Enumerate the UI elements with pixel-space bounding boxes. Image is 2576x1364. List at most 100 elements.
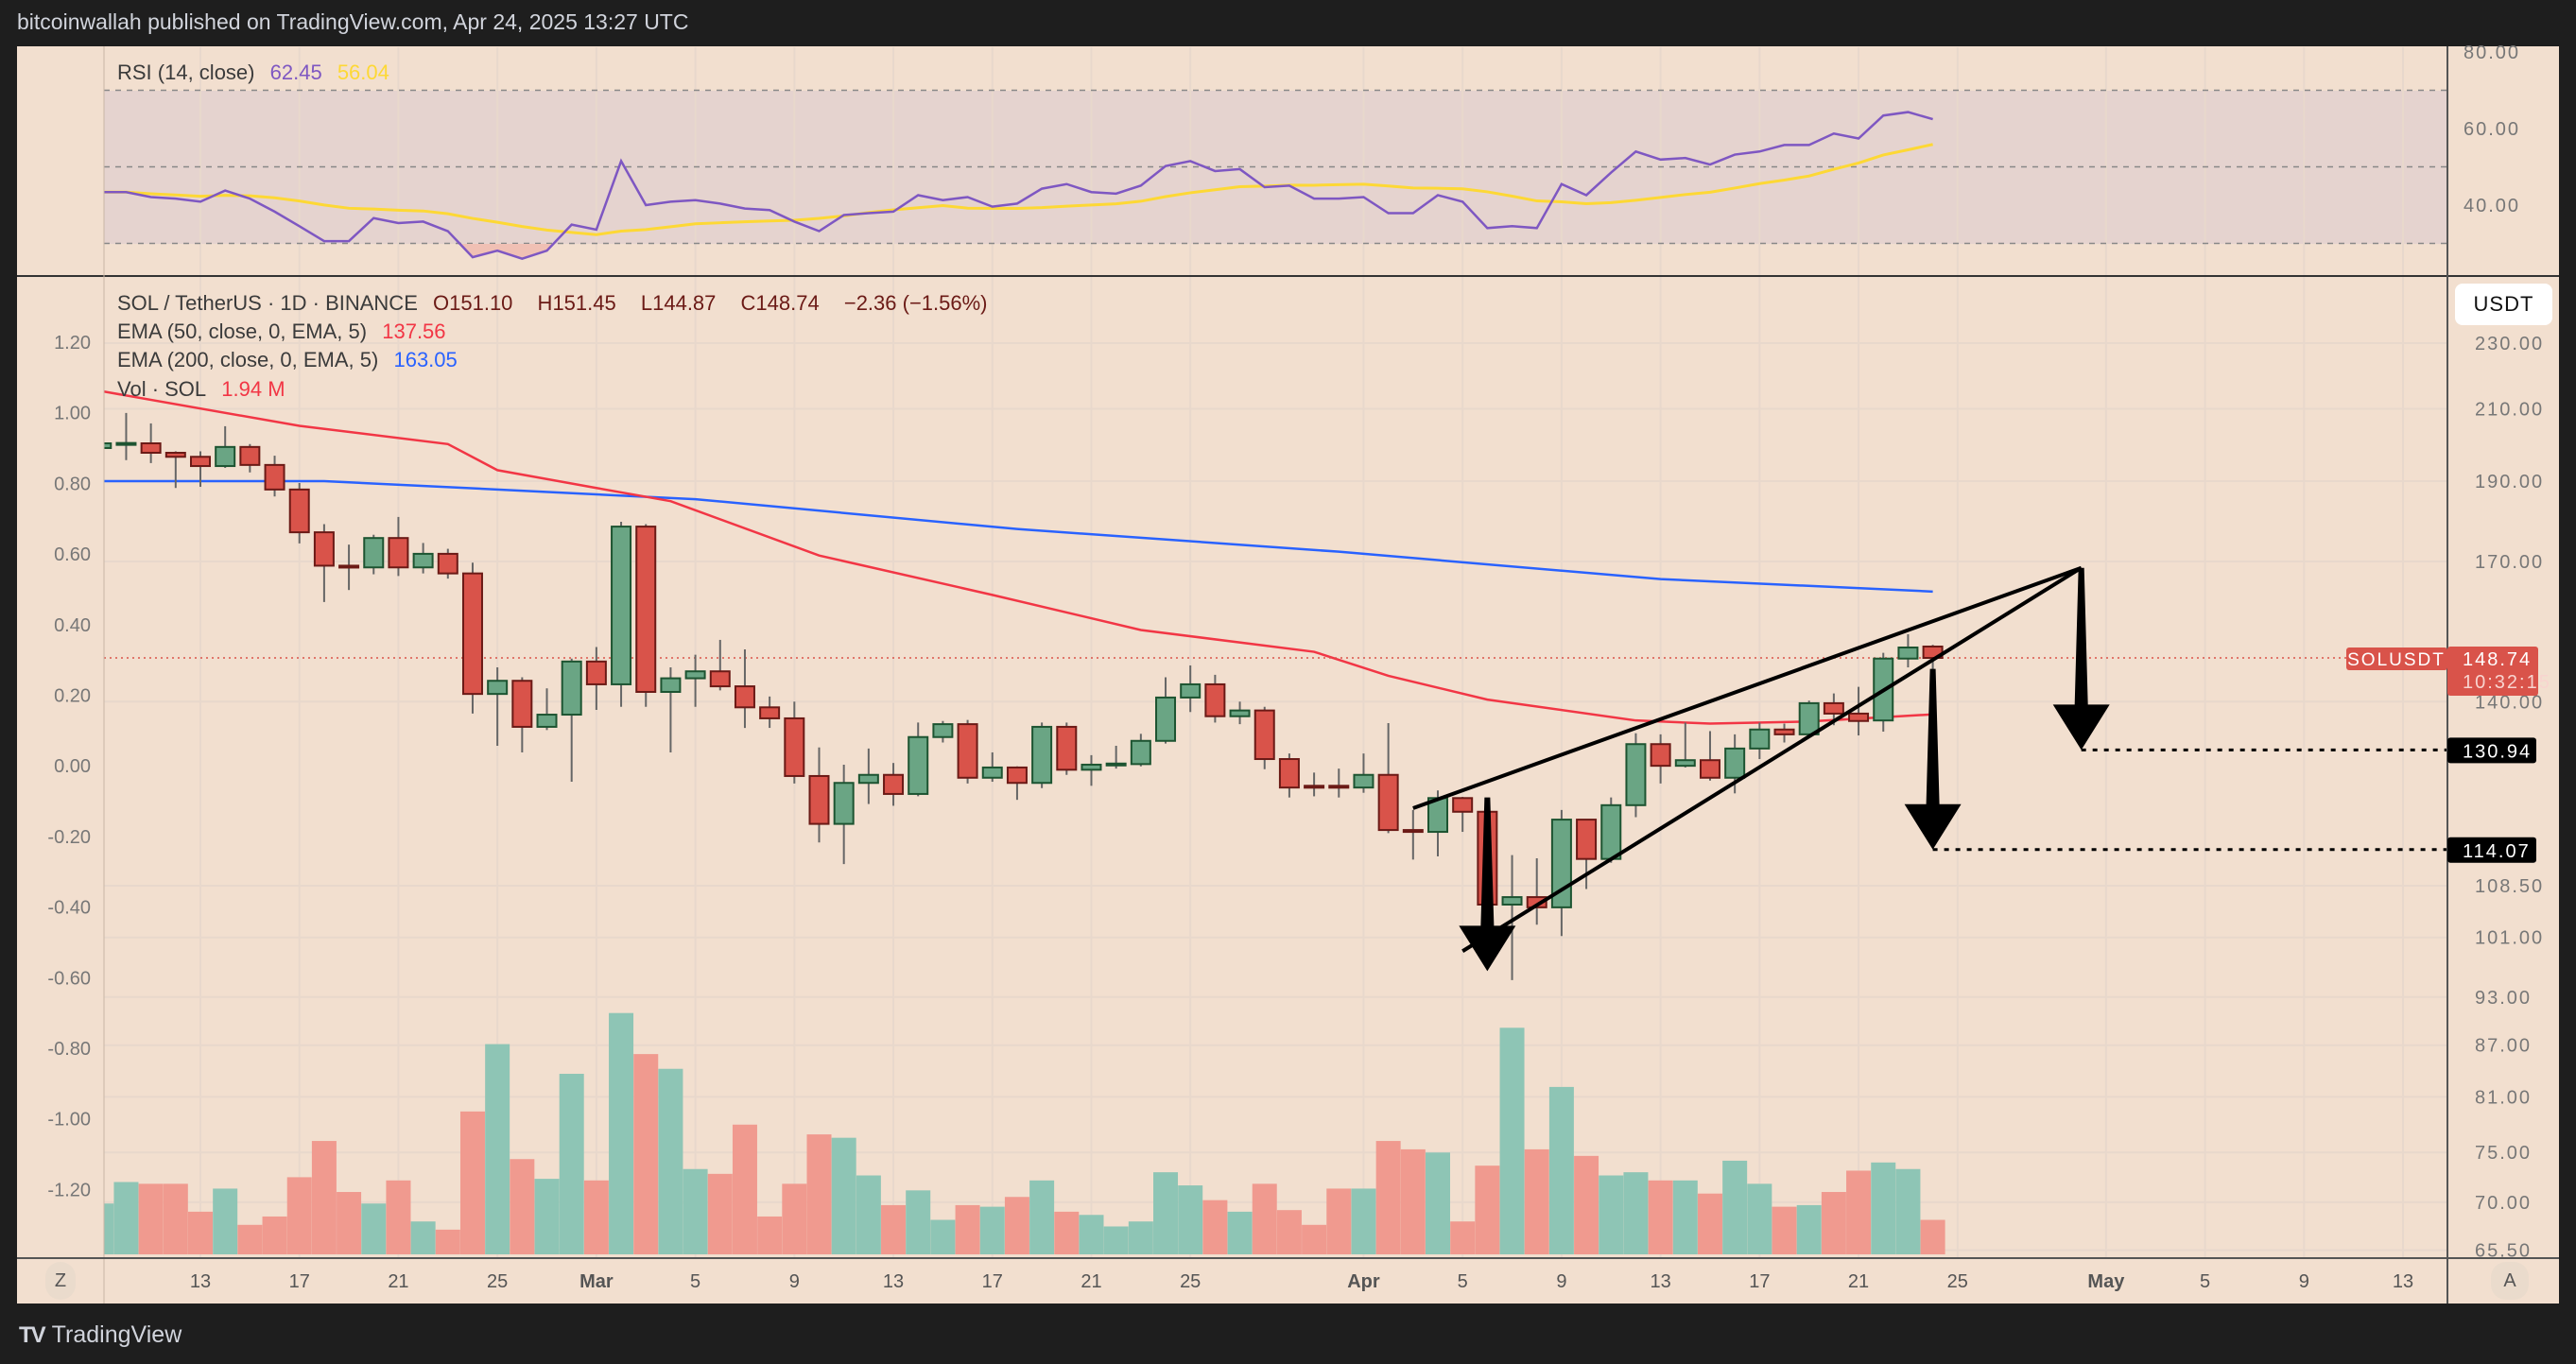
rsi-axis-label: 60.00	[2464, 119, 2520, 140]
candle[interactable]	[1155, 677, 1177, 744]
candle[interactable]	[585, 647, 607, 711]
candle[interactable]	[660, 667, 682, 752]
currency-button[interactable]: USDT	[2455, 284, 2552, 325]
candle[interactable]	[437, 548, 458, 579]
candle-body	[611, 526, 632, 685]
candle[interactable]	[1204, 674, 1226, 723]
candle[interactable]	[932, 720, 954, 743]
wedge-upper-trendline[interactable]	[1412, 565, 2083, 810]
candle[interactable]	[239, 443, 261, 473]
candle[interactable]	[487, 667, 509, 746]
candle[interactable]	[1353, 753, 1374, 793]
candle[interactable]	[883, 763, 905, 806]
candle[interactable]	[412, 543, 434, 574]
candle[interactable]	[684, 654, 706, 707]
candle[interactable]	[264, 456, 285, 497]
candle[interactable]	[908, 722, 929, 797]
candle[interactable]	[461, 562, 483, 714]
candle[interactable]	[1006, 766, 1028, 801]
volume-bar	[559, 1073, 584, 1254]
time-axis-label: 17	[982, 1271, 1003, 1292]
candle[interactable]	[1674, 722, 1696, 768]
candle[interactable]	[957, 719, 978, 784]
candle[interactable]	[784, 701, 805, 784]
auto-scale-button[interactable]: A	[2491, 1262, 2529, 1300]
candle[interactable]	[611, 521, 632, 707]
candle[interactable]	[190, 451, 211, 488]
down-arrow-icon[interactable]	[2052, 567, 2110, 751]
candle-body	[635, 526, 657, 693]
candle[interactable]	[635, 524, 657, 707]
candle[interactable]	[981, 751, 1003, 783]
candle[interactable]	[1229, 701, 1251, 725]
candle[interactable]	[1699, 731, 1720, 781]
symbol-label[interactable]: SOL / TetherUS · 1D · BINANCE	[117, 291, 418, 315]
ohlc-low: L144.87	[640, 291, 717, 315]
axes[interactable]: 13 17 21 25 Mar 5 9 13 17 21 25 Apr 5 9 13 17 21 25 May 5 9 1…	[47, 43, 2544, 1292]
candle[interactable]	[1650, 734, 1671, 784]
candle[interactable]	[1180, 665, 1202, 713]
rsi-legend[interactable]: RSI (14, close) 62.45 56.04	[117, 60, 399, 85]
candle[interactable]	[759, 696, 781, 729]
time-axis-label: Apr	[1347, 1271, 1380, 1292]
candle[interactable]	[1031, 722, 1053, 788]
candle[interactable]	[115, 412, 137, 460]
volume-legend[interactable]: Vol · SOL 1.94 M	[117, 377, 295, 402]
symbol-legend[interactable]: SOL / TetherUS · 1D · BINANCE O151.10 H1…	[117, 291, 997, 316]
candle[interactable]	[338, 544, 360, 591]
candle[interactable]	[1576, 819, 1598, 889]
drawings[interactable]	[1412, 565, 2447, 972]
candle[interactable]	[1377, 722, 1399, 834]
candle[interactable]	[1056, 722, 1078, 775]
candle[interactable]	[288, 482, 310, 544]
candle[interactable]	[363, 534, 385, 575]
candle[interactable]	[1749, 722, 1771, 760]
volume-bar	[806, 1134, 832, 1254]
candle[interactable]	[1848, 686, 1870, 736]
candle[interactable]	[215, 425, 236, 469]
candle[interactable]	[1081, 754, 1102, 786]
candle[interactable]	[833, 764, 855, 865]
candle[interactable]	[1897, 633, 1919, 668]
candle[interactable]	[164, 451, 186, 489]
candle[interactable]	[857, 748, 879, 804]
candle[interactable]	[734, 649, 755, 729]
candle[interactable]	[1105, 745, 1127, 769]
candle[interactable]	[1625, 733, 1647, 818]
candle[interactable]	[1452, 797, 1474, 833]
volume-bar	[361, 1203, 387, 1254]
candle[interactable]	[388, 516, 409, 577]
candle[interactable]	[808, 747, 830, 843]
candle[interactable]	[1773, 723, 1795, 743]
ema50-legend[interactable]: EMA (50, close, 0, EMA, 5) 137.56	[117, 319, 456, 344]
candle[interactable]	[1304, 772, 1325, 797]
volume-bar	[979, 1206, 1005, 1254]
volume-bar	[1153, 1172, 1179, 1254]
candle[interactable]	[92, 440, 112, 453]
candle[interactable]	[1427, 790, 1448, 856]
volume-bar	[1524, 1148, 1549, 1254]
volume-bar	[757, 1216, 783, 1254]
candle[interactable]	[1501, 855, 1523, 980]
candle[interactable]	[561, 658, 582, 783]
candle[interactable]	[511, 677, 533, 752]
down-arrow-icon[interactable]	[1459, 797, 1516, 972]
candle[interactable]	[313, 524, 335, 602]
candles[interactable]	[92, 412, 1944, 980]
candle[interactable]	[1278, 753, 1300, 798]
candle[interactable]	[1402, 809, 1424, 860]
candle[interactable]	[1130, 734, 1151, 767]
candle[interactable]	[1253, 706, 1275, 769]
candle[interactable]	[536, 688, 558, 731]
wedge-lower-trendline[interactable]	[1461, 566, 2083, 953]
timezone-button[interactable]: Z	[45, 1262, 76, 1300]
rsi-pane[interactable]	[101, 111, 1933, 261]
candle[interactable]	[140, 423, 162, 463]
down-arrow-icon[interactable]	[1904, 668, 1962, 850]
footer-brand[interactable]: TV TradingView	[19, 1321, 182, 1349]
candle[interactable]	[1328, 768, 1350, 798]
candle[interactable]	[709, 639, 731, 691]
symbol-tag	[2346, 647, 2447, 671]
ema200-legend[interactable]: EMA (200, close, 0, EMA, 5) 163.05	[117, 348, 467, 372]
